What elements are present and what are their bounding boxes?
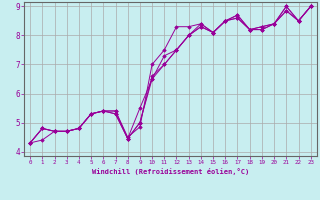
X-axis label: Windchill (Refroidissement éolien,°C): Windchill (Refroidissement éolien,°C) bbox=[92, 168, 249, 175]
